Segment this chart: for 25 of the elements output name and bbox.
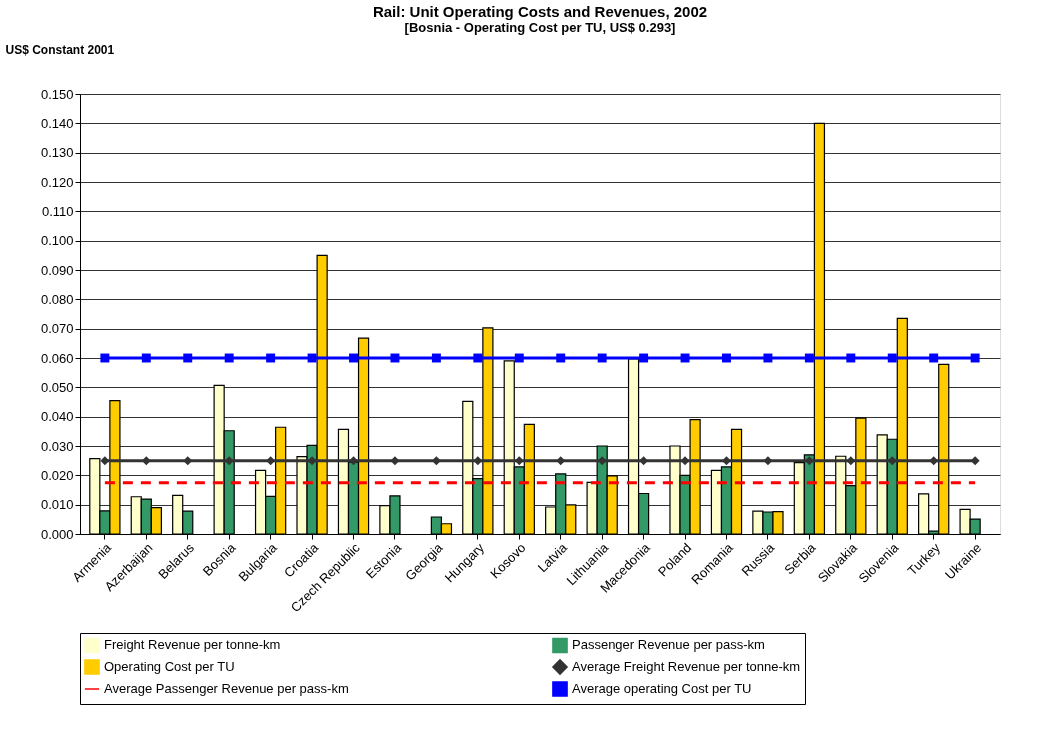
legend-label: Average operating Cost per TU (572, 681, 752, 696)
chart-title: Rail: Unit Operating Costs and Revenues, 2002 (372, 3, 708, 20)
legend-label: Passenger Revenue per pass-km (572, 637, 765, 653)
y-tick-label: 0.110 (41, 203, 74, 219)
y-tick-label: 0.100 (40, 233, 74, 249)
y-tick-label: 0.060 (40, 350, 74, 366)
y-tick-label: 0.020 (40, 467, 74, 483)
y-tick-label: 0.040 (40, 409, 74, 425)
y-tick-label: 0.140 (40, 115, 74, 131)
y-tick-label: 0.050 (40, 379, 74, 395)
y-axis-title: US$ Constant 2001 (5, 42, 115, 57)
y-tick-label: 0.130 (40, 145, 74, 161)
y-tick-label: 0.080 (40, 291, 74, 307)
legend-label: Operating Cost per TU (104, 659, 235, 674)
chart-subtitle: [Bosnia - Operating Cost per TU, US$ 0.293] (404, 20, 676, 35)
y-tick-label: 0.120 (40, 174, 74, 190)
y-tick-label: 0.010 (40, 497, 74, 513)
y-tick-label: 0.030 (40, 438, 74, 454)
y-tick-label: 0.090 (40, 262, 74, 278)
y-tick-label: 0.150 (40, 86, 74, 102)
y-tick-label: 0.070 (40, 321, 74, 337)
y-tick-label: 0.000 (40, 526, 74, 542)
legend-label: Average Passenger Revenue per pass-km (104, 681, 349, 696)
legend-label: Freight Revenue per tonne-km (104, 637, 281, 653)
legend-label: Average Freight Revenue per tonne-km (572, 659, 801, 674)
